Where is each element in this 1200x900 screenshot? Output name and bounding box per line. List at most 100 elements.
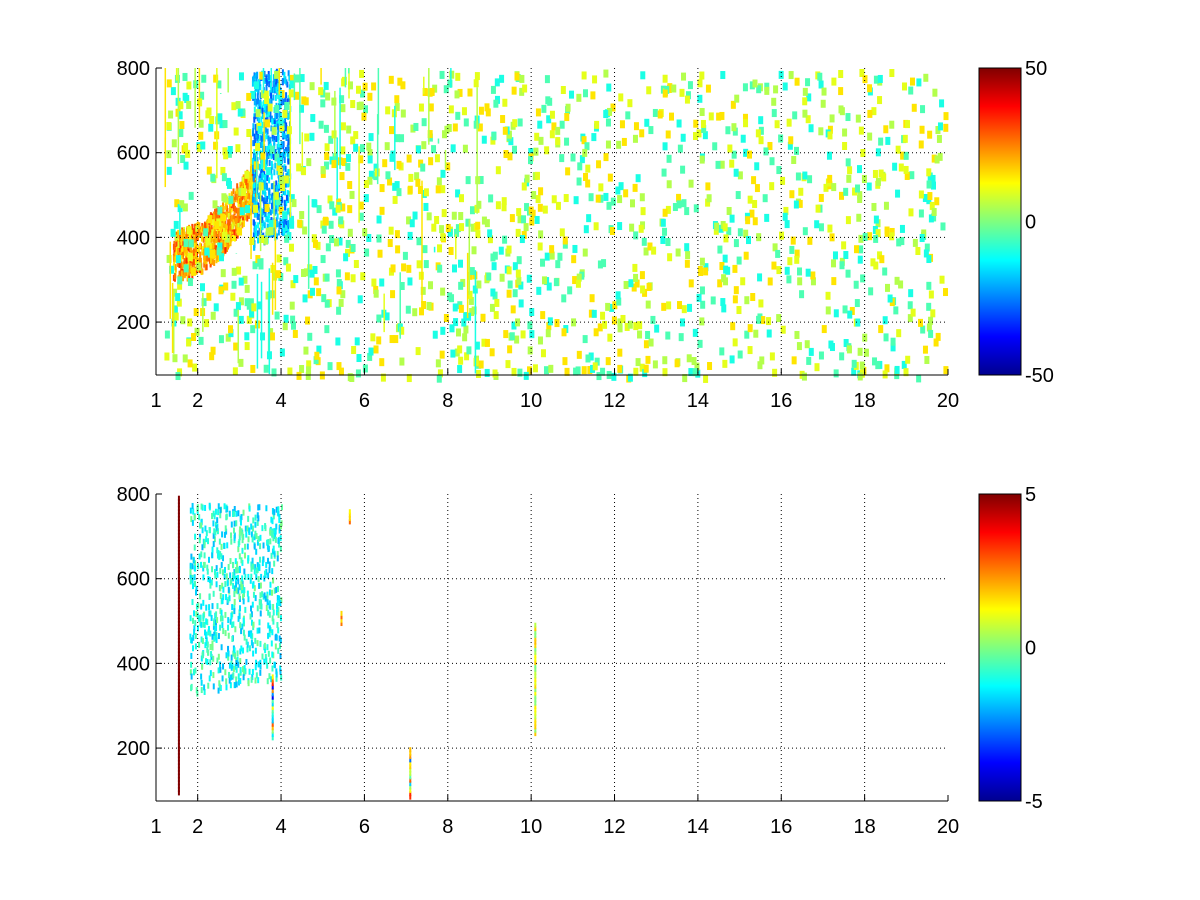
heatmap-cell xyxy=(943,112,949,121)
heatmap-cell xyxy=(549,110,555,119)
heatmap-cell xyxy=(758,299,764,308)
heatmap-cell xyxy=(667,83,673,92)
heatmap-cell xyxy=(493,99,499,108)
heatmap-cell xyxy=(213,618,216,625)
heatmap-cell xyxy=(192,235,195,242)
heatmap-cell xyxy=(867,109,873,118)
heatmap-cell xyxy=(287,158,290,165)
heatmap-cell xyxy=(220,644,223,651)
heatmap-cell xyxy=(336,137,338,200)
heatmap-cell xyxy=(255,151,258,202)
heatmap-cell xyxy=(810,277,816,286)
heatmap-cell xyxy=(640,71,646,80)
heatmap-cell xyxy=(276,168,279,175)
heatmap-cell xyxy=(273,529,276,536)
heatmap-cell xyxy=(883,333,889,342)
heatmap-cell xyxy=(774,120,780,129)
heatmap-cell xyxy=(216,68,218,179)
heatmap-cell xyxy=(340,290,346,299)
heatmap-cell xyxy=(256,115,259,122)
heatmap-cell xyxy=(533,147,539,156)
heatmap-cell xyxy=(227,219,230,226)
heatmap-cell xyxy=(266,644,269,651)
heatmap-cell xyxy=(519,74,525,83)
heatmap-cell xyxy=(253,81,259,90)
heatmap-cell xyxy=(313,277,319,286)
heatmap-cell xyxy=(783,206,789,215)
heatmap-cell xyxy=(201,637,204,644)
heatmap-cell xyxy=(570,153,576,162)
heatmap-cell xyxy=(230,613,233,620)
heatmap-cell xyxy=(466,346,472,355)
heatmap-cell xyxy=(778,70,784,79)
heatmap-cell xyxy=(177,583,180,589)
heatmap-cell xyxy=(385,171,391,180)
heatmap-cell xyxy=(843,187,849,196)
heatmap-cell xyxy=(576,93,582,102)
heatmap-cell xyxy=(458,356,464,365)
heatmap-cell xyxy=(797,267,803,276)
heatmap-cell xyxy=(703,374,709,383)
heatmap-cell xyxy=(687,303,693,312)
heatmap-cell xyxy=(246,129,252,138)
heatmap-cell xyxy=(276,605,279,612)
heatmap-cell xyxy=(347,228,353,237)
heatmap-cell xyxy=(511,145,517,154)
heatmap-cell xyxy=(519,235,525,244)
heatmap-cell xyxy=(166,150,172,159)
heatmap-cell xyxy=(268,159,271,166)
heatmap-cell xyxy=(468,219,471,295)
heatmap-cell xyxy=(175,255,181,264)
heatmap-cell xyxy=(806,356,812,365)
heatmap-cell xyxy=(271,368,277,377)
heatmap-cell xyxy=(313,356,319,365)
heatmap-cell xyxy=(284,204,287,211)
heatmap-cell xyxy=(177,678,180,684)
heatmap-cell xyxy=(196,234,199,241)
heatmap-cell xyxy=(233,599,236,606)
heatmap-cell xyxy=(217,667,220,674)
heatmap-cell xyxy=(462,144,468,153)
heatmap-cell xyxy=(193,574,196,581)
heatmap-cell xyxy=(226,180,232,189)
heatmap-cell xyxy=(274,104,280,113)
heatmap-cell xyxy=(490,136,496,145)
heatmap-cell xyxy=(249,613,252,620)
heatmap-cell xyxy=(259,151,262,158)
heatmap-cell xyxy=(225,333,231,342)
heatmap-cell xyxy=(818,127,824,136)
heatmap-cell xyxy=(213,243,216,250)
x-tick-label: 12 xyxy=(603,390,625,412)
heatmap-cell xyxy=(292,329,298,338)
heatmap-cell xyxy=(250,523,253,530)
heatmap-cell xyxy=(879,255,885,264)
heatmap-cell xyxy=(740,277,746,286)
heatmap-cell xyxy=(246,543,249,550)
heatmap-cell xyxy=(344,68,347,88)
heatmap-cell xyxy=(457,345,463,354)
heatmap-cell xyxy=(428,281,434,290)
heatmap-cell xyxy=(534,215,540,224)
heatmap-cell xyxy=(353,131,359,140)
heatmap-cell xyxy=(239,219,242,226)
heatmap-cell xyxy=(802,97,808,106)
heatmap-cell xyxy=(271,731,274,737)
heatmap-cell xyxy=(188,273,191,280)
heatmap-cell xyxy=(559,228,565,237)
heatmap-cell xyxy=(898,163,904,172)
heatmap-cell xyxy=(236,266,242,275)
heatmap-cell xyxy=(262,197,265,204)
heatmap-cell xyxy=(190,553,193,560)
heatmap-cell xyxy=(234,217,237,224)
heatmap-cell xyxy=(587,366,593,375)
heatmap-cell xyxy=(575,279,581,288)
heatmap-cell xyxy=(652,360,658,369)
heatmap-cell xyxy=(270,676,273,683)
heatmap-cell xyxy=(392,195,398,204)
heatmap-cell xyxy=(884,364,890,373)
heatmap-cell xyxy=(581,136,587,145)
heatmap-cell xyxy=(273,118,276,125)
heatmap-cell xyxy=(786,275,792,284)
heatmap-cell xyxy=(221,675,224,682)
heatmap-cell xyxy=(271,126,277,135)
